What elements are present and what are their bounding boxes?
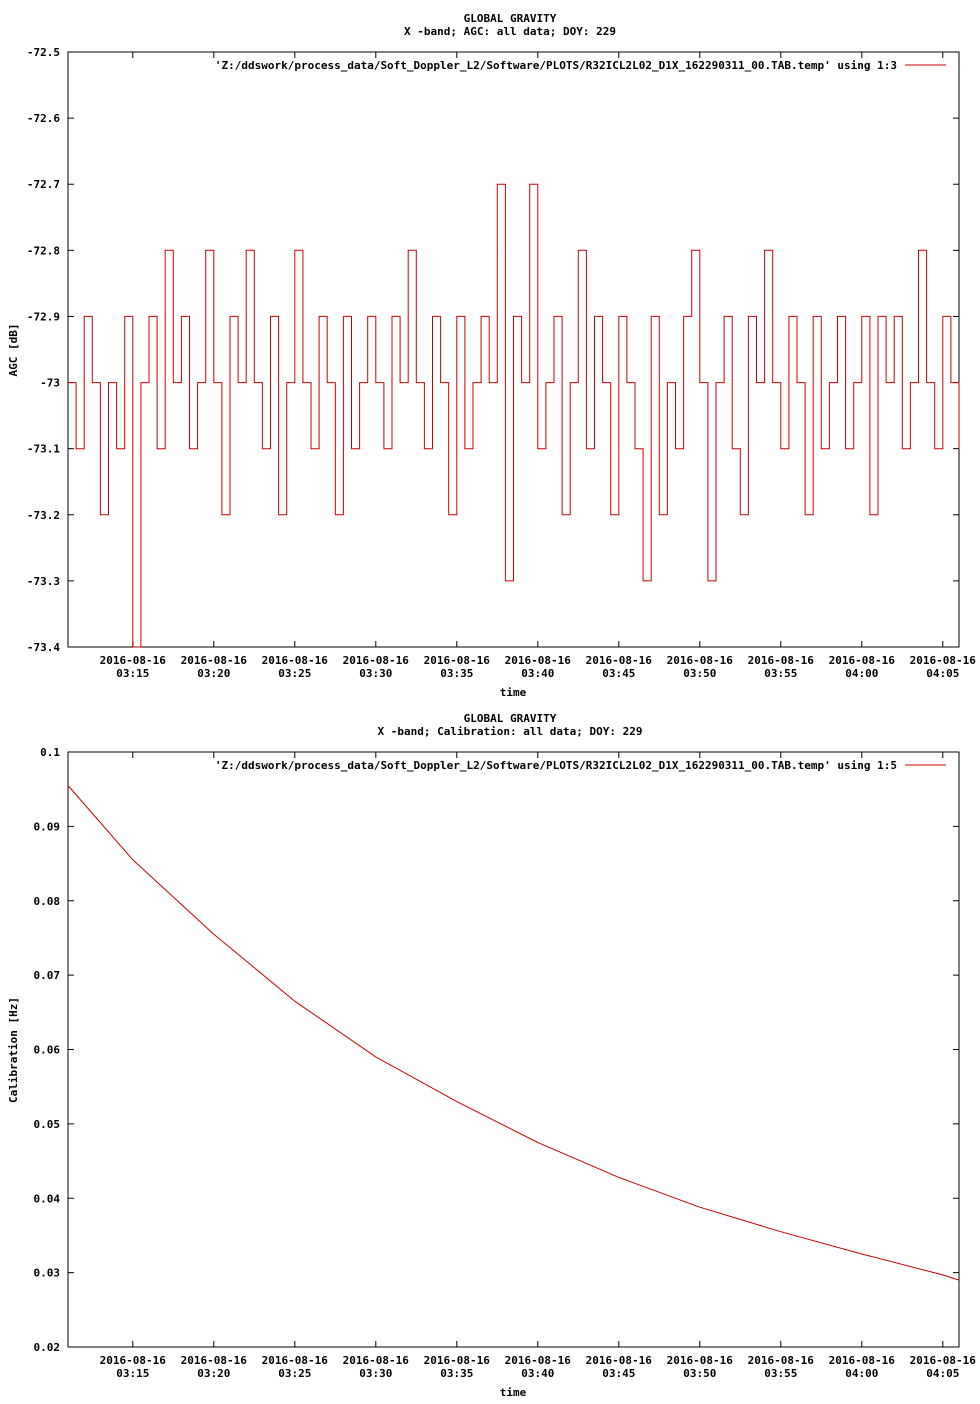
y-tick-label: 0.1: [40, 746, 60, 759]
x-tick-label-date: 2016-08-16: [181, 1354, 248, 1367]
series-line: [67, 785, 960, 1281]
x-tick-label-date: 2016-08-16: [262, 1354, 329, 1367]
chart-subtitle: X -band; AGC: all data; DOY: 229: [404, 25, 616, 38]
x-tick-label-time: 03:25: [278, 1367, 311, 1380]
x-tick-label-time: 03:25: [278, 667, 311, 680]
calibration-chart-panel: GLOBAL GRAVITY X -band; Calibration: all…: [0, 700, 980, 1400]
x-tick-label-date: 2016-08-16: [667, 1354, 734, 1367]
x-tick-label-date: 2016-08-16: [181, 654, 248, 667]
chart-subtitle: X -band; Calibration: all data; DOY: 229: [378, 725, 643, 738]
x-tick-label-date: 2016-08-16: [586, 1354, 653, 1367]
agc-chart: GLOBAL GRAVITY X -band; AGC: all data; D…: [7, 12, 977, 699]
x-tick-label-time: 03:45: [602, 1367, 635, 1380]
x-tick-label-date: 2016-08-16: [505, 1354, 572, 1367]
x-tick-label-date: 2016-08-16: [748, 654, 815, 667]
x-tick-label-date: 2016-08-16: [343, 654, 410, 667]
x-tick-label-time: 03:50: [683, 667, 716, 680]
y-tick-label: 0.07: [34, 969, 61, 982]
chart-title: GLOBAL GRAVITY: [464, 712, 557, 725]
x-tick-label-time: 03:50: [683, 1367, 716, 1380]
y-tick-label: -73.2: [27, 509, 60, 522]
x-tick-label-time: 03:40: [521, 1367, 554, 1380]
x-tick-label-time: 03:20: [197, 667, 230, 680]
x-tick-label-time: 03:40: [521, 667, 554, 680]
y-tick-label: -73.1: [27, 443, 60, 456]
x-tick-label-time: 04:05: [926, 667, 959, 680]
x-axis-label: time: [500, 686, 527, 699]
legend-text: 'Z:/ddswork/process_data/Soft_Doppler_L2…: [215, 59, 897, 72]
x-tick-label-time: 03:30: [359, 1367, 392, 1380]
x-tick-label-time: 03:15: [116, 1367, 149, 1380]
y-tick-label: -73: [40, 377, 60, 390]
x-tick-label-time: 04:05: [926, 1367, 959, 1380]
x-tick-label-date: 2016-08-16: [667, 654, 734, 667]
y-tick-label: -73.4: [27, 641, 60, 654]
x-tick-label-time: 03:55: [764, 667, 797, 680]
y-tick-label: 0.08: [34, 895, 61, 908]
y-tick-label: -72.5: [27, 46, 60, 59]
y-tick-label: 0.02: [34, 1341, 61, 1354]
plot-frame: [67, 51, 960, 648]
plot-frame: [67, 751, 960, 1348]
y-tick-label: -72.9: [27, 310, 60, 323]
y-tick-label: 0.04: [34, 1192, 61, 1205]
x-tick-label-time: 03:55: [764, 1367, 797, 1380]
x-tick-label-date: 2016-08-16: [829, 654, 896, 667]
legend-text: 'Z:/ddswork/process_data/Soft_Doppler_L2…: [215, 759, 897, 772]
x-tick-label-date: 2016-08-16: [100, 1354, 167, 1367]
x-tick-label-time: 03:15: [116, 667, 149, 680]
x-tick-label-time: 04:00: [845, 1367, 878, 1380]
x-tick-label-date: 2016-08-16: [424, 654, 491, 667]
x-tick-label-date: 2016-08-16: [424, 1354, 491, 1367]
y-tick-label: -73.3: [27, 575, 60, 588]
chart-title: GLOBAL GRAVITY: [464, 12, 557, 25]
y-tick-label: -72.8: [27, 244, 60, 257]
x-tick-label-date: 2016-08-16: [100, 654, 167, 667]
x-tick-label-time: 04:00: [845, 667, 878, 680]
x-tick-label-date: 2016-08-16: [505, 654, 572, 667]
x-tick-label-date: 2016-08-16: [829, 1354, 896, 1367]
x-tick-label-date: 2016-08-16: [910, 1354, 977, 1367]
x-tick-label-date: 2016-08-16: [343, 1354, 410, 1367]
y-tick-label: 0.05: [34, 1118, 61, 1131]
x-tick-label-date: 2016-08-16: [586, 654, 653, 667]
x-tick-label-time: 03:20: [197, 1367, 230, 1380]
y-axis-label: Calibration [Hz]: [7, 997, 20, 1103]
x-tick-label-time: 03:35: [440, 667, 473, 680]
agc-chart-panel: GLOBAL GRAVITY X -band; AGC: all data; D…: [0, 0, 980, 700]
y-axis-label: AGC [dB]: [7, 324, 20, 377]
x-tick-label-date: 2016-08-16: [262, 654, 329, 667]
x-tick-label-time: 03:35: [440, 1367, 473, 1380]
x-tick-label-date: 2016-08-16: [748, 1354, 815, 1367]
series-line: [68, 183, 960, 648]
x-axis-label: time: [500, 1386, 527, 1399]
y-tick-label: -72.7: [27, 178, 60, 191]
x-tick-label-time: 03:30: [359, 667, 392, 680]
y-tick-label: 0.06: [34, 1044, 61, 1057]
calibration-chart: GLOBAL GRAVITY X -band; Calibration: all…: [7, 712, 977, 1399]
y-tick-label: -72.6: [27, 112, 60, 125]
x-tick-label-time: 03:45: [602, 667, 635, 680]
y-tick-label: 0.09: [34, 820, 61, 833]
y-tick-label: 0.03: [34, 1267, 61, 1280]
x-tick-label-date: 2016-08-16: [910, 654, 977, 667]
